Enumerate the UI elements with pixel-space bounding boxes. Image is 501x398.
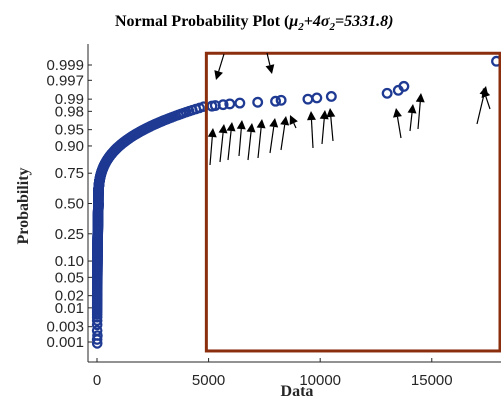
x-tick-label: 5000: [192, 372, 225, 389]
arrow-head: [479, 86, 489, 96]
outlier-point: [270, 95, 281, 107]
arrow-shaft: [330, 116, 334, 142]
arrow-shaft: [209, 136, 213, 166]
arrow-shaft: [280, 124, 286, 151]
arrow-head: [236, 120, 246, 130]
arrow-shaft: [238, 128, 242, 157]
y-tick-label: 0.50: [55, 196, 84, 213]
outlier-point: [381, 87, 393, 99]
arrow-shaft: [321, 118, 325, 145]
chart-title: Normal Probability Plot (μ2+4σ2=5331.8): [115, 13, 393, 33]
x-axis-label: Data: [281, 383, 314, 398]
arrow: [269, 118, 279, 154]
data-curve: [91, 101, 209, 349]
arrow: [246, 123, 256, 161]
outlier-point: [217, 99, 229, 111]
arrow-shaft: [247, 131, 252, 161]
arrow: [326, 108, 336, 142]
y-axis-label: Probability: [15, 167, 32, 244]
outlier-point: [224, 98, 236, 110]
arrow: [393, 108, 402, 139]
arrow-head: [265, 64, 275, 74]
y-tick-label: 0.90: [55, 138, 84, 155]
arrow-head: [226, 122, 236, 132]
arrow-shaft: [269, 126, 275, 154]
outlier-point: [275, 94, 287, 106]
arrow-head: [407, 104, 417, 114]
y-tick-label: 0.99: [55, 91, 84, 108]
arrow-shaft: [219, 132, 224, 163]
arrow-shaft: [257, 127, 262, 159]
arrow-shaft: [396, 116, 402, 139]
arrow: [207, 128, 217, 166]
outlier-point: [302, 93, 314, 105]
outlier-point: [311, 92, 323, 104]
arrow: [214, 53, 225, 80]
arrow: [407, 104, 417, 132]
y-tick-label: 0.997: [46, 72, 84, 89]
arrow-shaft: [409, 112, 413, 132]
arrow-head: [415, 93, 425, 103]
arrow-head: [289, 115, 298, 126]
arrow: [265, 52, 275, 74]
arrow-shaft: [310, 119, 314, 149]
arrow-head: [306, 111, 316, 121]
outlier-point: [252, 96, 264, 108]
arrow-shaft: [218, 53, 225, 72]
x-tick-label: 0: [93, 372, 101, 389]
arrow-head: [256, 119, 266, 129]
arrow-head: [218, 124, 228, 134]
outlier-point: [325, 91, 337, 102]
arrow-head: [214, 70, 223, 80]
arrow: [306, 111, 316, 149]
data-points: [206, 55, 501, 112]
data-point: [92, 330, 103, 341]
y-tick-label: 0.98: [55, 103, 84, 120]
arrow-head: [246, 123, 256, 133]
arrow-shaft: [266, 52, 271, 66]
y-tick-label: 0.999: [46, 57, 84, 74]
arrow-shaft: [293, 122, 297, 129]
x-tick-label: 10000: [299, 372, 341, 389]
arrow: [289, 115, 298, 129]
y-tick-label: 0.001: [46, 334, 84, 351]
arrow: [226, 122, 236, 161]
arrow: [280, 116, 290, 151]
arrow-head: [319, 110, 329, 120]
arrow: [236, 120, 246, 157]
arrow-head: [280, 116, 290, 126]
y-tick-label: 0.95: [55, 122, 84, 139]
y-tick-label: 0.10: [55, 253, 84, 270]
outlier-arrows: [207, 52, 491, 166]
y-tick-label: 0.003: [46, 319, 84, 336]
outlier-highlight-box: [204, 51, 501, 353]
arrow: [319, 110, 329, 145]
y-tick-label: 0.25: [55, 226, 84, 243]
axes: [87, 44, 501, 363]
arrow-head: [393, 108, 402, 118]
arrow-shaft: [476, 94, 485, 125]
outlier-point: [398, 80, 410, 92]
arrow-head: [269, 118, 279, 128]
arrow-shaft: [417, 101, 421, 130]
arrow: [476, 86, 489, 125]
x-tick-label: 15000: [411, 372, 453, 389]
x-ticks: 0 5000 10000 15000: [93, 358, 453, 389]
y-tick-label: 0.02: [55, 288, 84, 305]
arrow-head: [326, 108, 336, 118]
arrow: [218, 124, 228, 163]
outlier-point: [234, 97, 246, 109]
arrow-head: [207, 128, 217, 138]
arrow: [256, 119, 266, 159]
highlight-rect: [204, 51, 501, 353]
y-tick-label: 0.75: [55, 165, 84, 182]
arrow-shaft: [485, 96, 491, 110]
y-tick-label: 0.01: [55, 300, 84, 317]
arrow: [415, 93, 425, 130]
data-point: [91, 325, 103, 336]
arrow-shaft: [227, 130, 232, 161]
y-tick-label: 0.05: [55, 269, 84, 286]
